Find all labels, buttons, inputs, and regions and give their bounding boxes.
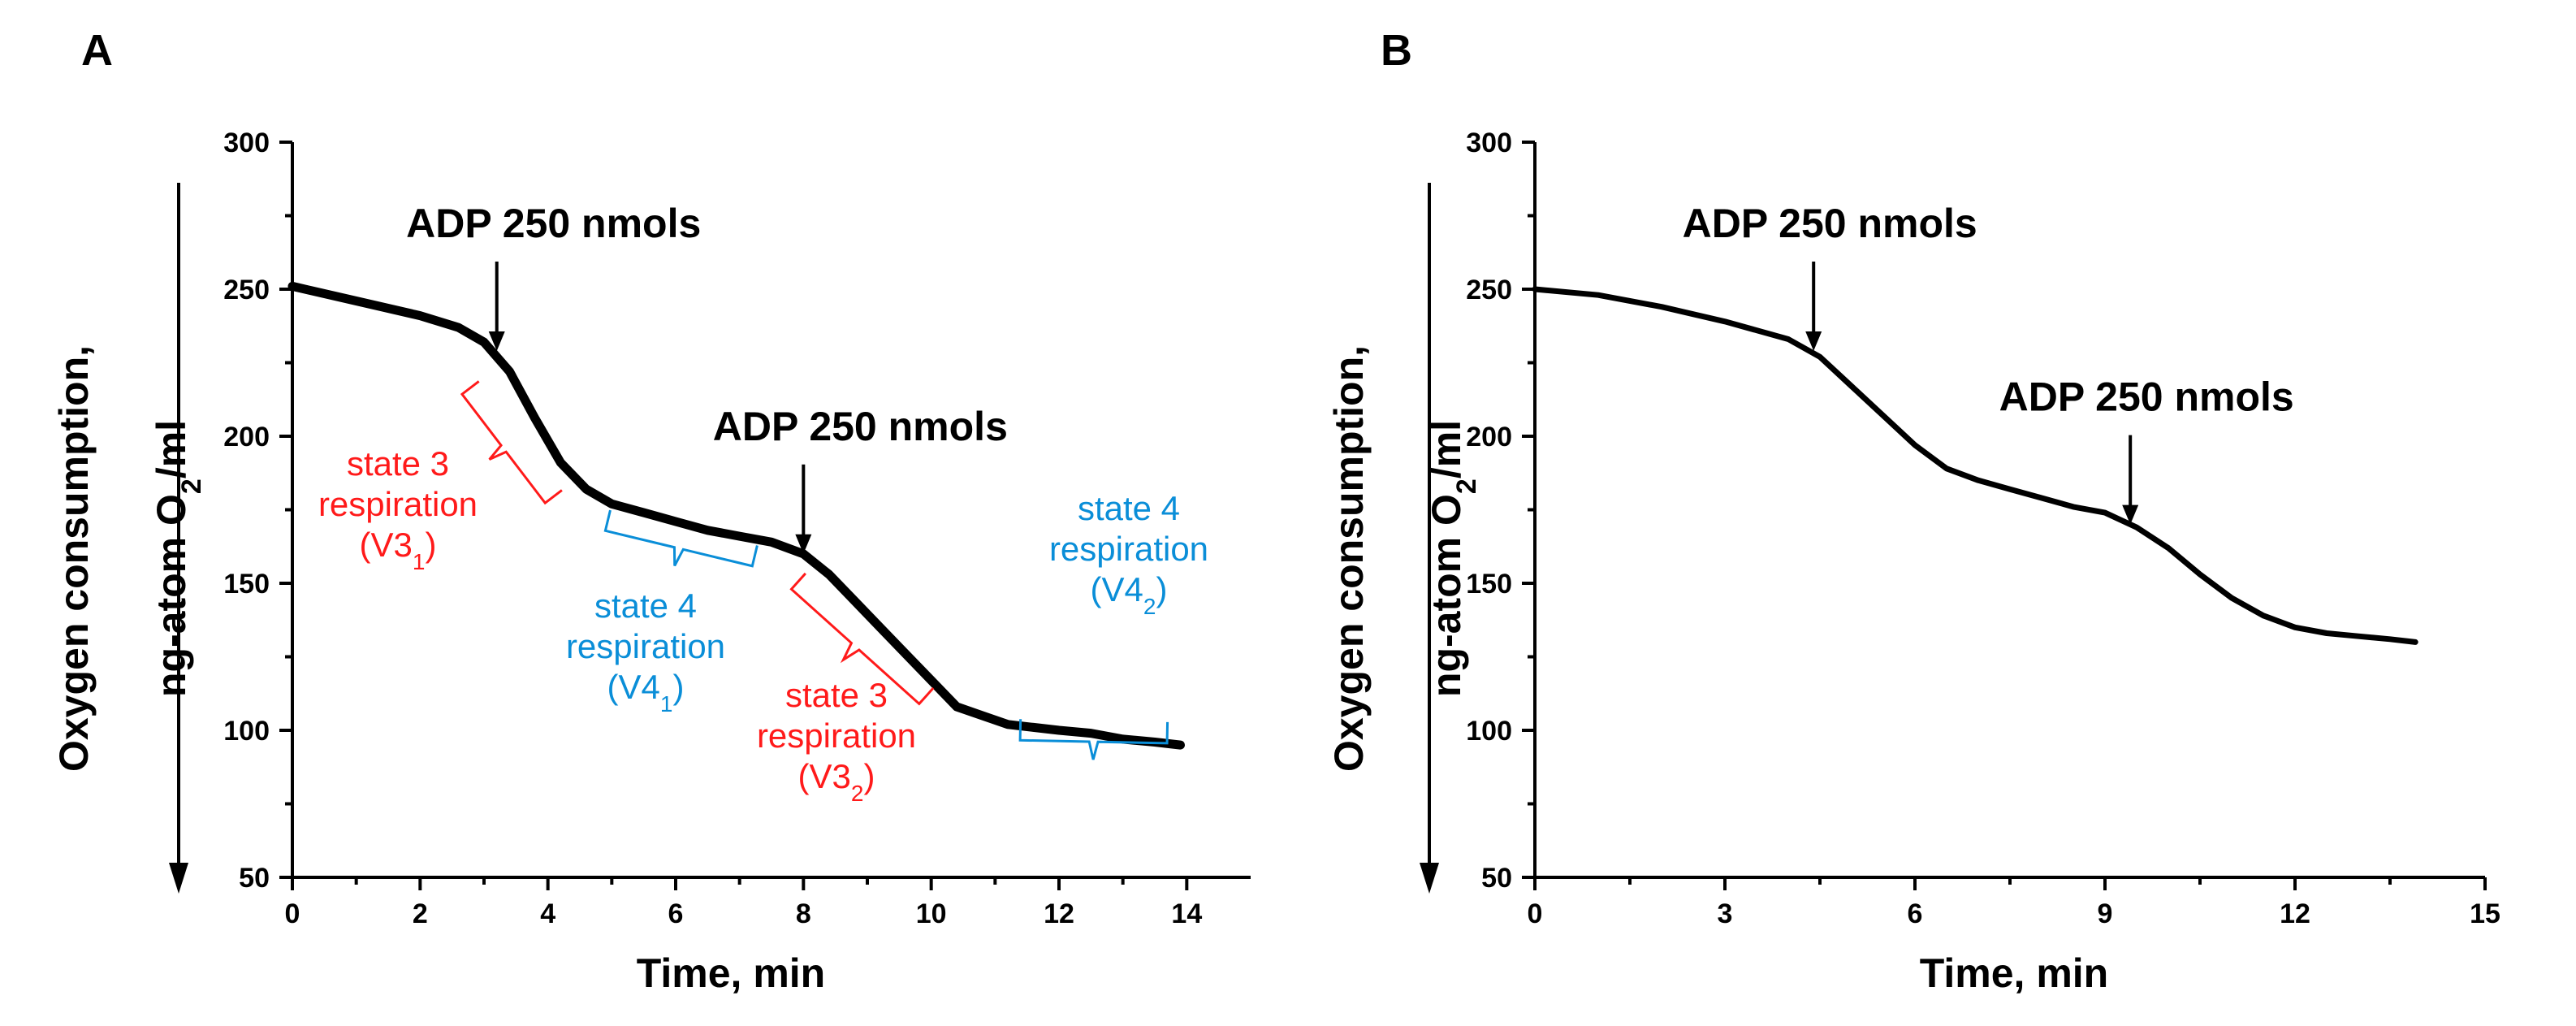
respiration-label-line: respiration: [1049, 530, 1208, 568]
respiration-label: state 4 respiration (V41): [566, 587, 725, 716]
respiration-label-id: (V4: [1091, 570, 1143, 608]
respiration-label: state 3 respiration (V32): [757, 676, 916, 806]
adp-arrow-head: [1805, 331, 1822, 352]
x-tick-label: 9: [2098, 898, 2113, 929]
x-tick-label: 10: [916, 898, 947, 929]
respiration-label-end: ): [672, 668, 684, 706]
respiration-bracket: [603, 509, 759, 568]
y-axis-title-line1: Oxygen consumption,: [1326, 345, 1372, 772]
y-tick-label: 50: [239, 863, 270, 894]
y-direction-arrow-head: [1420, 863, 1439, 894]
respiration-label-line: state 4: [1078, 489, 1180, 527]
data-line-oxygen: [1532, 286, 2418, 645]
x-tick-label: 15: [2470, 898, 2500, 929]
x-tick-label: 12: [1044, 898, 1074, 929]
y-tick-label: 100: [223, 716, 270, 747]
y-axis-title-line2: ng-atom O2/ml: [149, 420, 207, 697]
x-axis-title: Time, min: [637, 950, 825, 996]
y-title-tail: /ml: [1424, 420, 1469, 478]
adp-annotation: ADP 250 nmols: [406, 201, 701, 246]
respiration-label-line: state 4: [594, 587, 697, 625]
adp-annotation: ADP 250 nmols: [1683, 201, 1977, 246]
respiration-label-line: state 3: [785, 676, 888, 714]
respiration-bracket: [1018, 719, 1169, 760]
respiration-label-end: ): [863, 757, 875, 795]
respiration-label-id: (V4: [607, 668, 660, 706]
y-title-main: ng-atom O: [1424, 494, 1469, 697]
x-tick-label: 8: [796, 898, 811, 929]
respiration-label-sub: 1: [660, 691, 673, 716]
x-tick-label: 14: [1171, 898, 1202, 929]
y-tick-label: 150: [223, 569, 270, 600]
respiration-label: state 3 respiration (V31): [318, 444, 478, 574]
x-tick-label: 12: [2280, 898, 2310, 929]
adp-arrow-head: [2122, 504, 2139, 525]
adp-arrow-head: [488, 331, 505, 352]
y-tick-label: 250: [1466, 275, 1512, 305]
y-title-main: ng-atom O: [149, 494, 194, 697]
x-tick-label: 0: [285, 898, 300, 929]
respiration-label-line: respiration: [318, 485, 478, 523]
x-axis-title: Time, min: [1920, 950, 2108, 996]
respiration-label-end: ): [425, 526, 436, 564]
y-axis-title-line2: ng-atom O2/ml: [1424, 420, 1482, 697]
respiration-label-line: respiration: [566, 627, 725, 665]
x-tick-label: 6: [668, 898, 684, 929]
respiration-label-line: state 3: [347, 444, 449, 483]
y-tick-label: 300: [1466, 128, 1512, 158]
panel-b: B 0 3 6 9 12 15 50 100 150 200 250 300 Time, min Oxyge…: [1326, 26, 2500, 996]
y-axis-title-line1: Oxygen consumption,: [51, 345, 97, 772]
respiration-label: state 4 respiration (V42): [1049, 489, 1208, 619]
y-tick-label: 300: [223, 128, 270, 158]
x-tick-label: 4: [540, 898, 555, 929]
x-tick-label: 0: [1528, 898, 1543, 929]
y-title-tail: /ml: [149, 420, 194, 478]
y-tick-label: 200: [223, 422, 270, 452]
y-direction-arrow-head: [169, 863, 188, 894]
y-title-sub: 2: [176, 478, 207, 494]
respiration-label-sub: 1: [413, 549, 426, 574]
y-tick-label: 250: [223, 275, 270, 305]
data-line-oxygen: [287, 281, 1185, 750]
y-tick-label: 200: [1466, 422, 1512, 452]
adp-annotation: ADP 250 nmols: [1999, 374, 2294, 420]
y-title-sub: 2: [1451, 478, 1482, 494]
respiration-bracket: [460, 380, 563, 505]
y-tick-label: 50: [1481, 863, 1512, 894]
adp-arrow-head: [795, 534, 812, 554]
x-tick-label: 6: [1908, 898, 1923, 929]
y-tick-label: 150: [1466, 569, 1512, 600]
adp-annotation: ADP 250 nmols: [713, 404, 1008, 449]
respiration-label-end: ): [1156, 570, 1167, 608]
panel-label: B: [1381, 26, 1412, 75]
respiration-label-id: (V3: [360, 526, 413, 564]
respiration-label-id: (V3: [798, 757, 851, 795]
x-tick-label: 2: [413, 898, 428, 929]
respiration-label-sub: 2: [1143, 594, 1156, 619]
respiration-label-sub: 2: [851, 781, 864, 806]
x-tick-label: 3: [1718, 898, 1733, 929]
respiration-bracket: [789, 572, 935, 706]
respiration-label-line: respiration: [757, 716, 916, 755]
y-tick-label: 100: [1466, 716, 1512, 747]
panel-label: A: [81, 26, 113, 75]
